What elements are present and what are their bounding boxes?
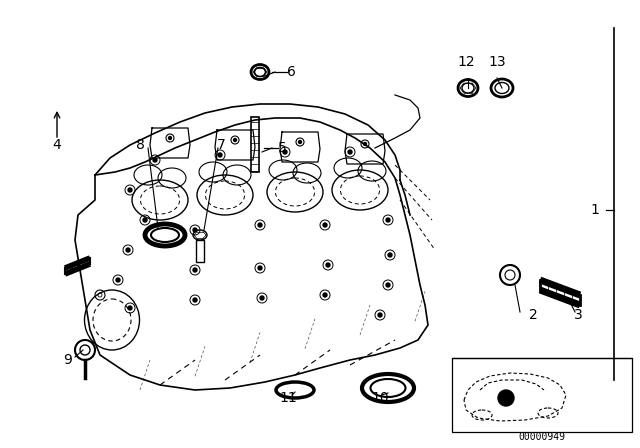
Circle shape [193, 298, 197, 302]
Circle shape [364, 142, 367, 146]
Circle shape [258, 266, 262, 270]
Text: 2: 2 [529, 308, 538, 322]
Circle shape [258, 223, 262, 227]
Text: 10: 10 [371, 391, 389, 405]
Circle shape [143, 218, 147, 222]
Circle shape [378, 313, 382, 317]
Text: 9: 9 [63, 353, 72, 367]
Text: 1: 1 [591, 203, 600, 217]
Text: 4: 4 [52, 138, 61, 152]
Text: 8: 8 [136, 138, 145, 152]
Circle shape [193, 268, 197, 272]
Circle shape [386, 283, 390, 287]
Circle shape [326, 263, 330, 267]
Circle shape [128, 306, 132, 310]
Circle shape [348, 150, 352, 154]
Circle shape [234, 138, 237, 142]
Circle shape [386, 218, 390, 222]
Bar [251, 117, 259, 172]
Circle shape [323, 223, 327, 227]
Text: 7: 7 [216, 138, 225, 152]
Circle shape [193, 228, 197, 232]
Circle shape [168, 137, 172, 139]
Text: 00000949: 00000949 [518, 432, 566, 442]
Circle shape [116, 278, 120, 282]
Circle shape [388, 253, 392, 257]
Circle shape [260, 296, 264, 300]
Circle shape [298, 141, 301, 143]
Circle shape [323, 293, 327, 297]
Text: 13: 13 [488, 55, 506, 69]
Circle shape [218, 153, 222, 157]
Text: 5: 5 [278, 141, 286, 155]
Circle shape [126, 248, 130, 252]
Circle shape [128, 188, 132, 192]
Text: 11: 11 [279, 391, 297, 405]
Bar [452, 358, 632, 432]
Circle shape [153, 158, 157, 162]
Circle shape [498, 390, 514, 406]
Text: 6: 6 [287, 65, 296, 79]
Text: 3: 3 [573, 308, 582, 322]
Circle shape [283, 150, 287, 154]
Text: 12: 12 [457, 55, 475, 69]
Bar [196, 240, 204, 262]
